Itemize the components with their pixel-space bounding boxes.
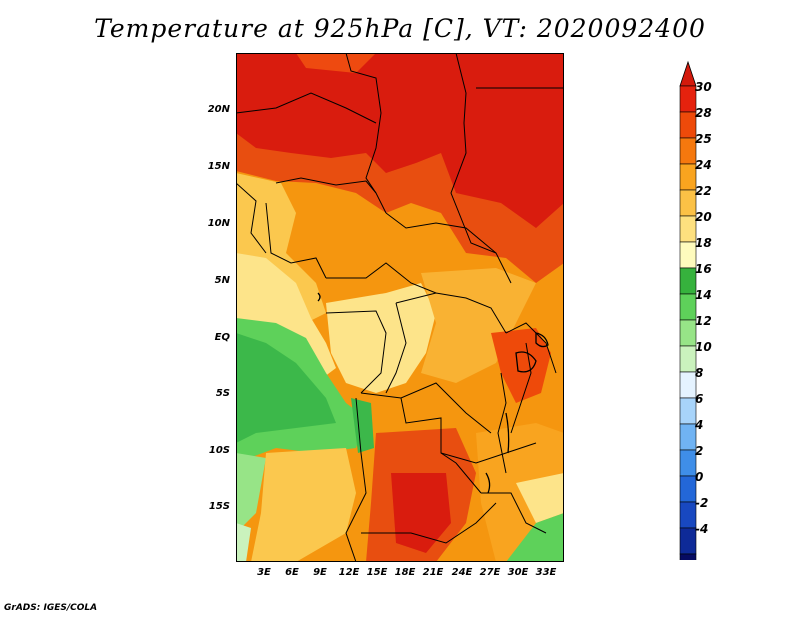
field-south-atlantic-light bbox=[236, 453, 266, 533]
colorbar-label: 18 bbox=[695, 236, 712, 250]
colorbar-segment bbox=[679, 371, 697, 399]
colorbar-top-arrow bbox=[679, 60, 697, 87]
lat-label-5s: 5S bbox=[215, 388, 230, 399]
colorbar-label: 2 bbox=[695, 444, 704, 458]
field-east-warm bbox=[421, 268, 536, 383]
colorbar-label: 4 bbox=[695, 418, 704, 432]
colorbar-segment bbox=[679, 293, 697, 321]
colorbar-label: -2 bbox=[695, 496, 709, 510]
colorbar-segment bbox=[679, 397, 697, 425]
field-congo-pale bbox=[326, 283, 436, 393]
colorbar-segment bbox=[679, 449, 697, 477]
lon-label-18e: 18E bbox=[394, 567, 416, 578]
colorbar-label: 14 bbox=[695, 288, 712, 302]
colorbar-segment bbox=[679, 553, 697, 560]
temperature-map bbox=[235, 52, 564, 563]
colorbar bbox=[679, 60, 697, 560]
colorbar-label: 22 bbox=[695, 184, 712, 198]
field-moz-pale bbox=[516, 473, 564, 523]
field-moz-green bbox=[506, 513, 564, 562]
lat-label-20n: 20N bbox=[207, 104, 230, 115]
lon-label-30e: 30E bbox=[507, 567, 529, 578]
colorbar-segment bbox=[679, 475, 697, 503]
colorbar-label: 25 bbox=[695, 132, 712, 146]
field-lakes-warm bbox=[491, 328, 551, 403]
colorbar-segment bbox=[679, 215, 697, 243]
colorbar-segment bbox=[679, 137, 697, 165]
lon-label-3e: 3E bbox=[257, 567, 271, 578]
colorbar-segment bbox=[679, 319, 697, 347]
lon-label-27e: 27E bbox=[479, 567, 501, 578]
colorbar-segment bbox=[679, 501, 697, 529]
colorbar-label: 12 bbox=[695, 314, 712, 328]
colorbar-label: 16 bbox=[695, 262, 712, 276]
colorbar-label: 10 bbox=[695, 340, 712, 354]
colorbar-segment bbox=[679, 111, 697, 139]
lat-label-10n: 10N bbox=[207, 218, 230, 229]
colorbar-segment bbox=[679, 85, 697, 113]
lat-label-15n: 15N bbox=[207, 161, 230, 172]
field-namibia-mild bbox=[251, 448, 356, 562]
colorbar-label: 28 bbox=[695, 106, 712, 120]
colorbar-label: 0 bbox=[695, 470, 704, 484]
field-sw-pale bbox=[236, 523, 251, 562]
credit-text: GrADS: IGES/COLA bbox=[4, 603, 98, 613]
colorbar-label: 8 bbox=[695, 366, 704, 380]
lon-label-6e: 6E bbox=[285, 567, 299, 578]
lon-label-15e: 15E bbox=[366, 567, 388, 578]
colorbar-segment bbox=[679, 189, 697, 217]
colorbar-segment bbox=[679, 163, 697, 191]
field-north-patch bbox=[296, 53, 376, 73]
colorbar-segment bbox=[679, 527, 697, 555]
colorbar-label: 6 bbox=[695, 392, 704, 406]
lat-label-15s: 15S bbox=[208, 501, 230, 512]
country-boundaries bbox=[235, 52, 564, 563]
colorbar-label: -4 bbox=[695, 522, 709, 536]
lake-outlines bbox=[317, 292, 549, 494]
colorbar-label: 20 bbox=[695, 210, 712, 224]
temperature-field bbox=[235, 52, 564, 563]
colorbar-segment bbox=[679, 241, 697, 269]
lat-label-5n: 5N bbox=[214, 275, 230, 286]
field-north-hot bbox=[236, 53, 564, 228]
colorbar-label: 24 bbox=[695, 158, 712, 172]
map-title: Temperature at 925hPa [C], VT: 202009240… bbox=[94, 14, 706, 43]
colorbar-segment bbox=[679, 267, 697, 295]
map-frame bbox=[236, 53, 564, 562]
colorbar-label: 30 bbox=[695, 80, 712, 94]
lon-label-12e: 12E bbox=[338, 567, 360, 578]
lon-label-24e: 24E bbox=[451, 567, 473, 578]
field-atlantic-dark-green bbox=[236, 333, 336, 443]
lon-label-9e: 9E bbox=[313, 567, 327, 578]
lon-label-21e: 21E bbox=[422, 567, 444, 578]
lat-label-eq: EQ bbox=[214, 332, 230, 343]
lat-label-10s: 10S bbox=[208, 445, 230, 456]
lon-label-33e: 33E bbox=[535, 567, 557, 578]
colorbar-segment bbox=[679, 345, 697, 373]
colorbar-segment bbox=[679, 423, 697, 451]
